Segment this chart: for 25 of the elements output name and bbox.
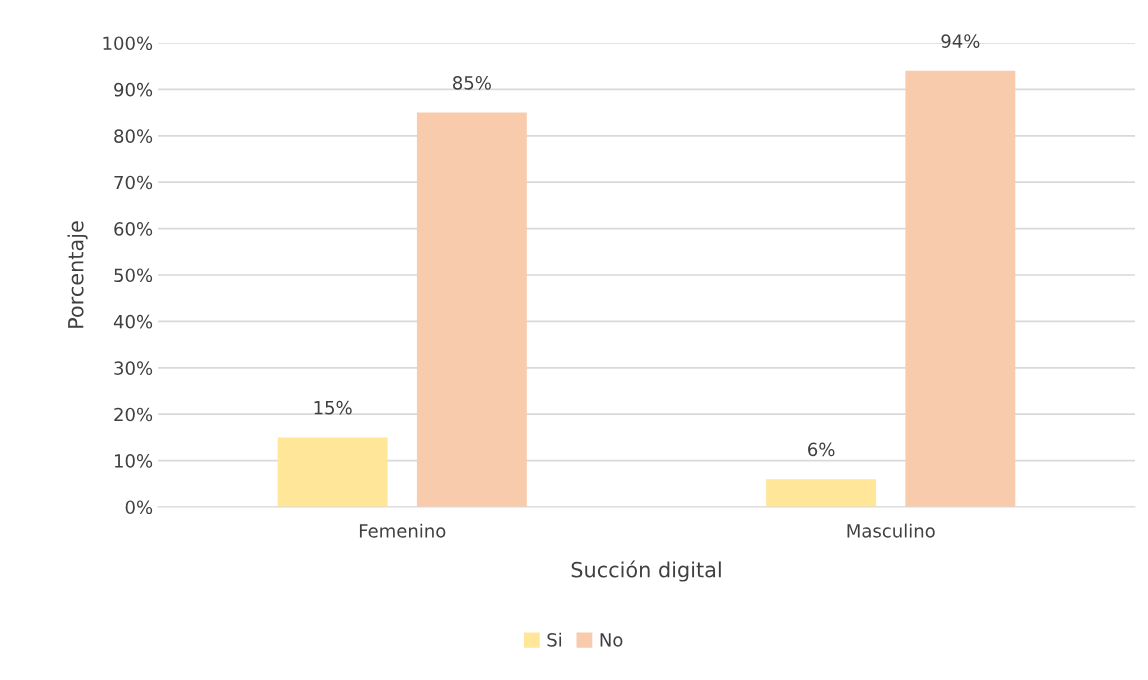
data-label: 6% bbox=[808, 442, 835, 457]
y-tick-label: 50% bbox=[114, 268, 153, 283]
y-tick-label: 100% bbox=[103, 36, 153, 51]
data-label: 94% bbox=[941, 34, 980, 48]
y-tick-label: 0% bbox=[125, 500, 153, 515]
legend-label: No bbox=[600, 633, 623, 647]
y-tick-label: 70% bbox=[114, 175, 153, 190]
bar bbox=[416, 112, 527, 507]
bar bbox=[277, 437, 388, 507]
y-tick-label: 20% bbox=[114, 407, 153, 422]
bar bbox=[905, 70, 1016, 507]
y-tick-label: 80% bbox=[114, 129, 153, 143]
x-tick-label: Femenino bbox=[359, 523, 446, 538]
y-axis-title: Porcentaje bbox=[67, 221, 88, 328]
y-tick-label: 30% bbox=[114, 361, 153, 375]
data-label: 15% bbox=[314, 400, 352, 415]
y-tick-label: 60% bbox=[114, 222, 153, 236]
y-tick-label: 90% bbox=[114, 82, 153, 97]
data-label: 85% bbox=[453, 76, 491, 90]
legend-label: Si bbox=[547, 632, 562, 647]
x-axis-title: Succión digital bbox=[571, 560, 721, 582]
y-tick-label: 40% bbox=[113, 314, 153, 329]
x-tick-label: Masculino bbox=[847, 523, 935, 538]
y-tick-label: 10% bbox=[114, 454, 153, 468]
bar bbox=[766, 479, 877, 507]
